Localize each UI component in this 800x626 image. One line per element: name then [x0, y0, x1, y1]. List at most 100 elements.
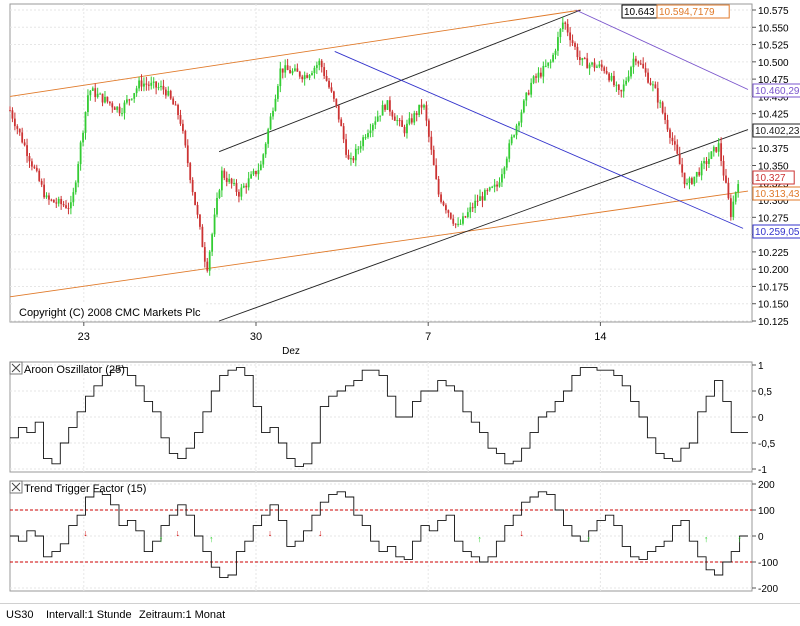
aroon-y-tick-label: -1 — [758, 465, 767, 476]
candle-body — [9, 110, 11, 112]
candle-body — [252, 170, 255, 175]
candle-body — [140, 80, 143, 87]
aroon-panel: 1 0,5 0 -0,5 -1 Aroon Oszillator (25) — [9, 361, 776, 476]
candle-body — [503, 167, 506, 175]
candle-body — [666, 119, 669, 130]
candle-body — [483, 190, 486, 201]
ttf-y-tick-label: -200 — [758, 584, 778, 595]
candle-body — [715, 147, 718, 152]
candle-body — [530, 82, 533, 95]
candle-body — [557, 37, 559, 51]
candle-body — [720, 143, 723, 162]
candle-body — [364, 137, 367, 139]
candle-body — [722, 161, 725, 176]
candle-body — [145, 83, 148, 85]
candle-body — [678, 153, 681, 165]
candle-body — [471, 207, 474, 209]
price-label-box — [752, 123, 800, 138]
price-label: 10.594,7179 — [659, 7, 715, 18]
candle-body — [632, 58, 635, 68]
candle-body — [425, 105, 428, 121]
candle-body — [125, 99, 128, 103]
candle-body — [688, 178, 691, 183]
candle-body — [683, 172, 686, 185]
candle-body — [406, 123, 408, 134]
candle-body — [559, 29, 562, 38]
candle-body — [84, 112, 87, 133]
candle-body — [118, 106, 121, 114]
candle-body — [654, 84, 657, 89]
candle-body — [389, 100, 391, 112]
chart-canvas: 10.57510.55010.52510.50010.47510.45010.4… — [9, 3, 800, 595]
candle-body — [43, 184, 45, 198]
trendline-orange — [9, 9, 581, 97]
price-gridlines — [10, 4, 752, 322]
candle-body — [418, 104, 421, 115]
candle-body — [194, 192, 196, 205]
candle-body — [371, 124, 374, 131]
candle-body — [247, 178, 250, 188]
candle-body — [206, 261, 209, 271]
ttf-panel-title: Trend Trigger Factor (15) — [24, 483, 146, 495]
candle-body — [208, 251, 211, 271]
candle-body — [228, 178, 231, 182]
sell-arrow-icon: ↓ — [83, 528, 88, 538]
candle-body — [306, 75, 309, 78]
candle-body — [578, 57, 581, 61]
candle-body — [79, 142, 82, 165]
candle-body — [72, 192, 75, 203]
candle-body — [644, 68, 647, 73]
candle-body — [21, 132, 24, 143]
aroon-y-tick-label: -0,5 — [758, 439, 776, 450]
candle-body — [561, 22, 564, 30]
price-x-tick-label: 14 — [594, 331, 606, 343]
candle-body — [681, 164, 684, 173]
candle-body — [637, 61, 640, 64]
candle-body — [712, 147, 715, 152]
candle-body — [664, 112, 667, 120]
candle-body — [62, 204, 65, 206]
candle-body — [566, 23, 569, 33]
candle-body — [491, 186, 494, 188]
candle-body — [698, 171, 701, 176]
candle-body — [150, 82, 153, 86]
candle-body — [603, 67, 606, 72]
candle-body — [67, 207, 70, 209]
buy-arrow-icon: ↑ — [737, 534, 742, 544]
candle-body — [466, 212, 469, 218]
price-label-box — [656, 4, 730, 19]
candle-body — [454, 223, 457, 225]
candle-body — [615, 84, 618, 86]
candle-body — [323, 67, 326, 76]
candle-body — [272, 110, 274, 117]
candle-body — [11, 110, 14, 119]
aroon-y-tick-label: 1 — [758, 361, 764, 372]
candle-body — [235, 182, 238, 192]
candle-body — [513, 135, 516, 137]
candle-body — [625, 80, 628, 85]
candle-body — [481, 196, 484, 201]
candle-body — [464, 216, 467, 218]
candle-body — [435, 165, 438, 180]
price-label: 10.259,05 — [755, 227, 800, 238]
candle-body — [588, 64, 591, 69]
candle-body — [634, 58, 637, 62]
candle-body — [77, 164, 80, 183]
price-y-tick-label: 10.175 — [758, 282, 789, 293]
candle-body — [583, 58, 586, 60]
sell-arrow-icon: ↓ — [268, 528, 273, 538]
candle-body — [230, 178, 233, 184]
candle-body — [622, 84, 625, 92]
candle-body — [191, 179, 194, 193]
candle-body — [16, 126, 19, 129]
candle-body — [130, 98, 133, 100]
price-candles — [9, 17, 740, 276]
candle-body — [276, 86, 279, 99]
candle-body — [177, 104, 179, 116]
candle-body — [627, 76, 630, 81]
candle-body — [544, 65, 547, 67]
candle-body — [639, 63, 642, 65]
candle-body — [571, 40, 574, 44]
candle-body — [445, 205, 447, 211]
candle-body — [155, 81, 158, 88]
